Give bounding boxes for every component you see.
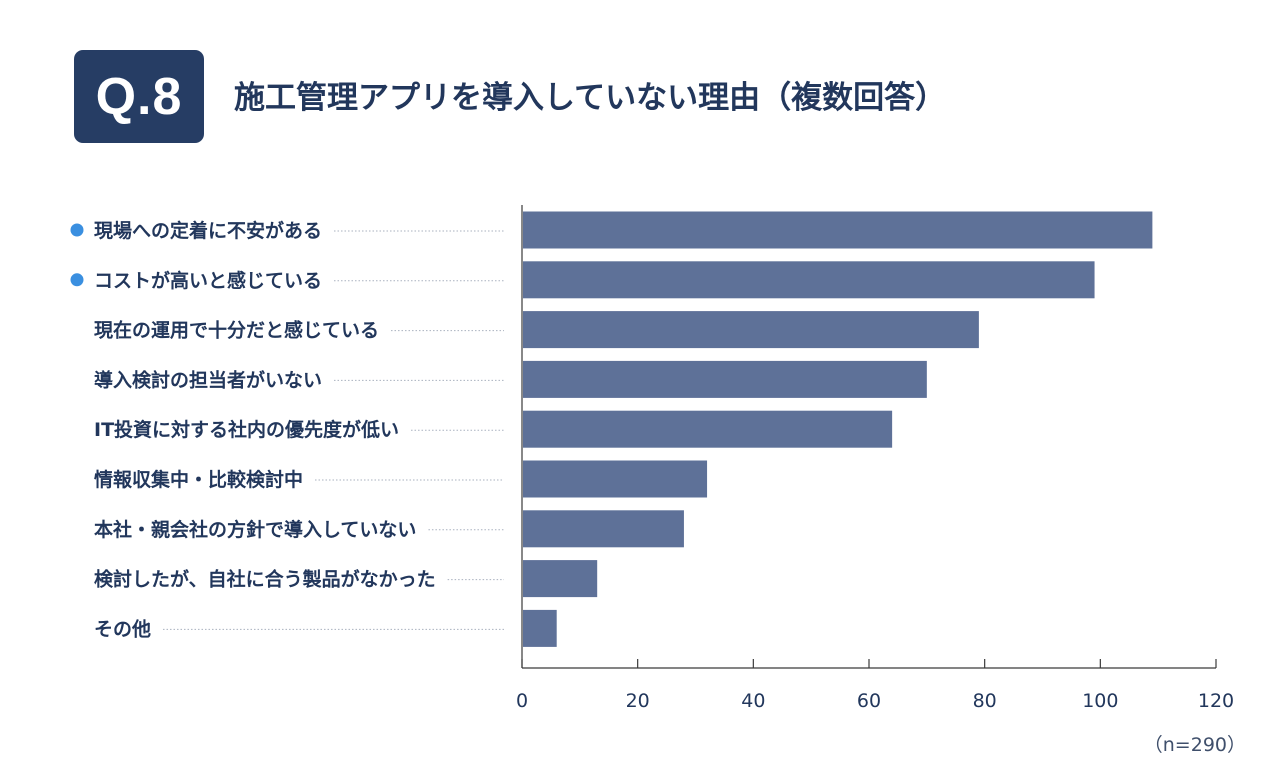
bar — [523, 261, 1095, 299]
bar — [523, 311, 979, 349]
x-tick-label: 80 — [973, 690, 997, 712]
bar — [523, 211, 1153, 249]
bar — [523, 460, 708, 498]
category-label: その他 — [94, 617, 151, 640]
x-tick-label: 20 — [626, 690, 650, 712]
bar — [523, 410, 893, 448]
category-label: コストが高いと感じている — [94, 269, 322, 292]
bar — [523, 560, 598, 598]
x-tick-label: 100 — [1082, 690, 1118, 712]
sample-size-note: （n=290） — [1143, 734, 1246, 756]
category-label: 本社・親会社の方針で導入していない — [94, 518, 416, 541]
category-label: 導入検討の担当者がいない — [94, 368, 322, 391]
x-tick-label: 0 — [516, 690, 528, 712]
x-tick-label: 60 — [857, 690, 881, 712]
highlight-dot — [70, 273, 84, 287]
category-label: IT投資に対する社内の優先度が低い — [94, 418, 399, 441]
category-label: 現場への定着に不安がある — [94, 219, 322, 242]
bar — [523, 360, 927, 398]
x-tick-label: 40 — [741, 690, 765, 712]
bar — [523, 609, 557, 647]
question-number-badge: Q.8 — [74, 50, 204, 143]
category-label: 検討したが、自社に合う製品がなかった — [94, 568, 436, 591]
chart-title: 施工管理アプリを導入していない理由（複数回答） — [234, 80, 947, 116]
category-label: 現在の運用で十分だと感じている — [94, 319, 379, 342]
category-label: 情報収集中・比較検討中 — [94, 468, 303, 491]
highlight-dot — [70, 223, 84, 237]
bar — [523, 510, 684, 548]
x-tick-label: 120 — [1198, 690, 1234, 712]
